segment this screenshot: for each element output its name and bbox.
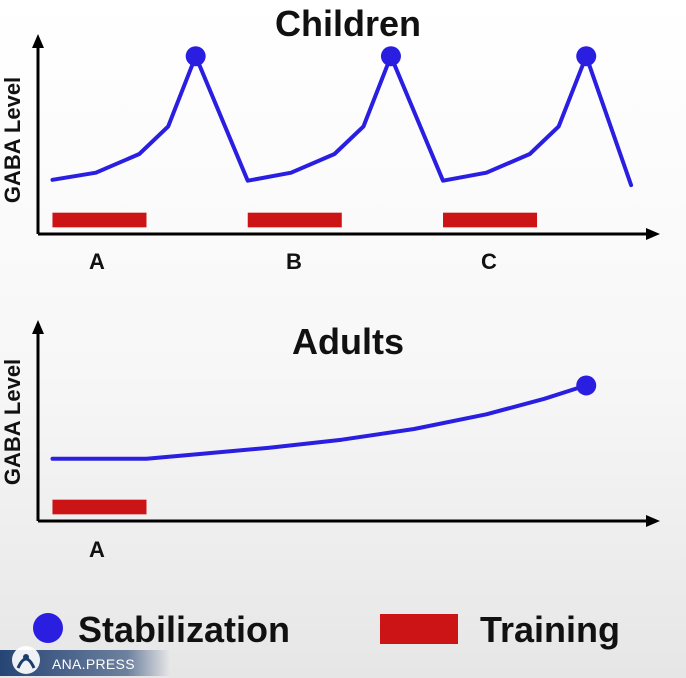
legend-stabilization-marker xyxy=(33,613,63,643)
watermark-text: ANA.PRESS xyxy=(52,656,135,672)
children-training-bars xyxy=(52,212,538,228)
children-training-bar-1 xyxy=(52,212,147,228)
legend-training-swatch xyxy=(380,614,458,644)
adults-y-axis-label: GABA Level xyxy=(0,359,25,485)
adults-chart: Adults GABA Level A xyxy=(0,320,660,562)
children-chart-title: Children xyxy=(275,3,421,44)
children-stabilization-point-1 xyxy=(185,46,206,67)
adults-tick-a: A xyxy=(89,537,105,562)
adults-chart-title: Adults xyxy=(292,321,404,362)
adults-training-bar-1 xyxy=(52,499,147,515)
legend-stabilization-label: Stabilization xyxy=(78,609,290,650)
adults-stabilization-points xyxy=(576,375,597,396)
children-chart: Children GABA Level A B C xyxy=(0,3,660,274)
children-tick-a: A xyxy=(89,249,105,274)
children-training-bar-2 xyxy=(247,212,342,228)
children-training-bar-3 xyxy=(443,212,538,228)
children-y-axis-arrow xyxy=(32,34,44,48)
children-x-axis-arrow xyxy=(646,228,660,240)
children-stabilization-point-3 xyxy=(576,46,597,67)
children-y-axis-label: GABA Level xyxy=(0,77,25,203)
adults-training-bars xyxy=(52,499,147,515)
ana-logo-icon xyxy=(12,646,40,674)
adults-gaba-line xyxy=(50,383,589,461)
children-stabilization-points xyxy=(185,46,597,67)
children-tick-c: C xyxy=(481,249,497,274)
children-tick-b: B xyxy=(286,249,302,274)
adults-x-axis-arrow xyxy=(646,515,660,527)
children-stabilization-point-2 xyxy=(380,46,401,67)
adults-y-axis-arrow xyxy=(32,320,44,334)
children-gaba-line xyxy=(50,54,634,188)
adults-stabilization-point-1 xyxy=(576,375,597,396)
watermark: ANA.PRESS xyxy=(0,646,170,676)
legend-training-label: Training xyxy=(480,609,620,650)
legend: Stabilization Training xyxy=(33,609,620,650)
adults-axes xyxy=(32,320,660,527)
children-axes xyxy=(32,34,660,240)
